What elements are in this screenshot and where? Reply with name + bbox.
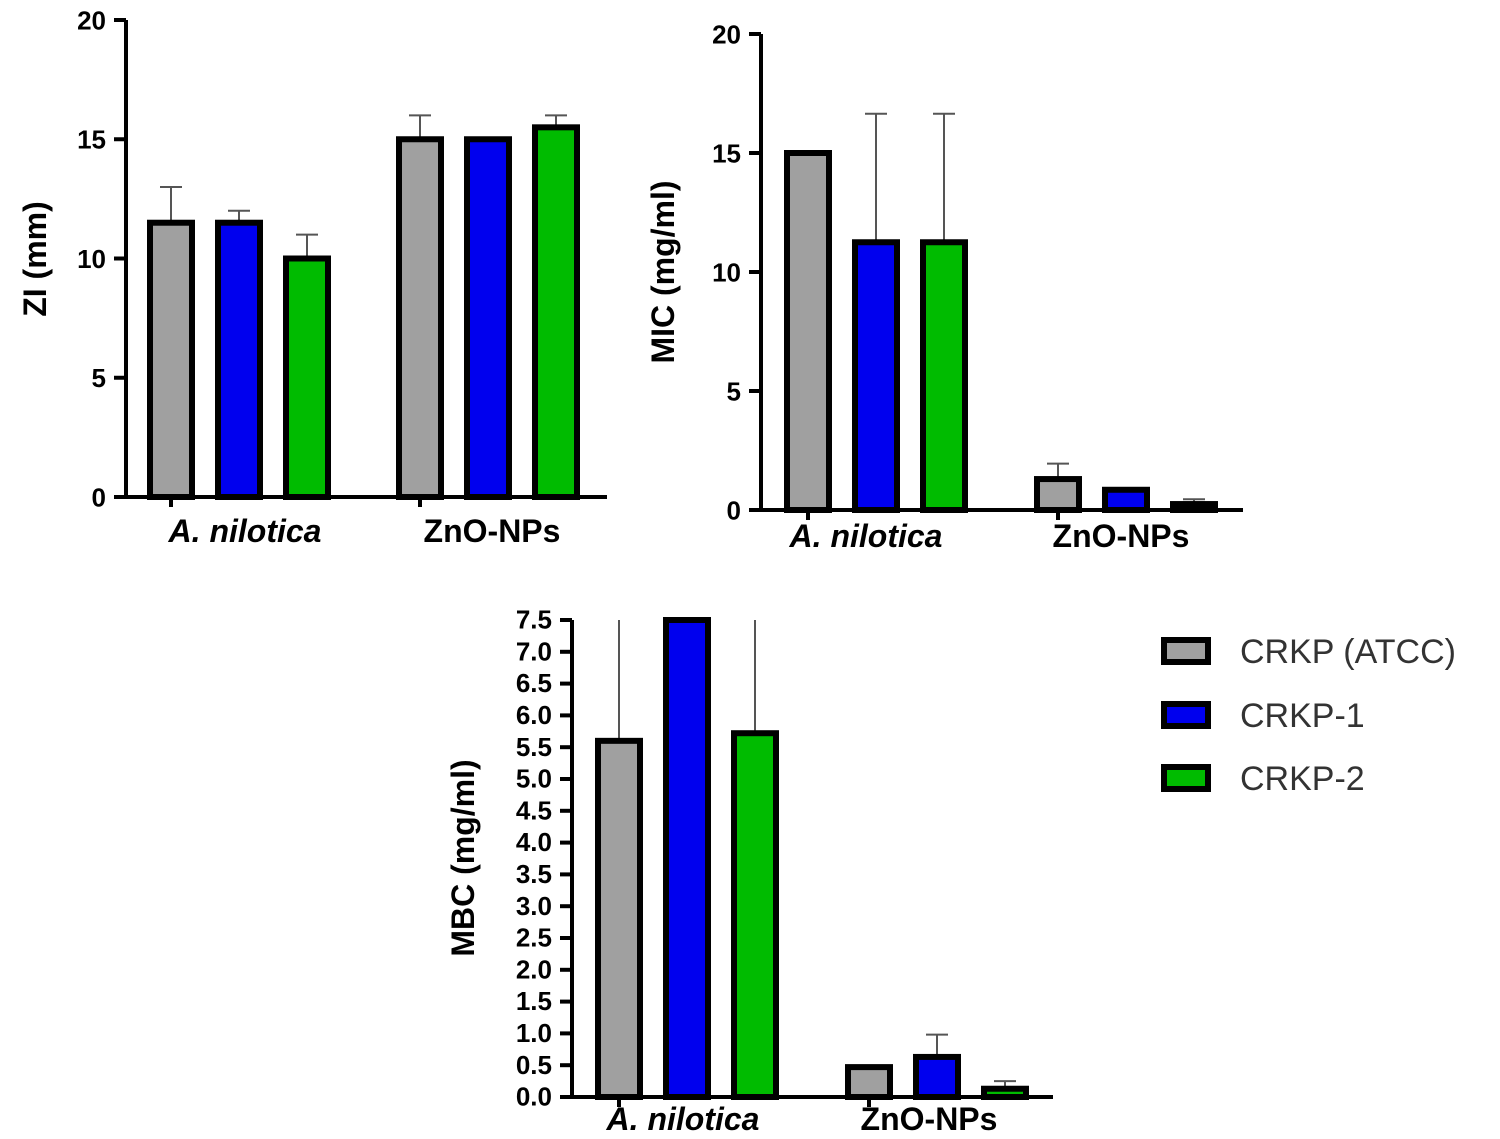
y-tick-label: 4.0 (516, 827, 552, 857)
x-tick-label-a-nilotica: A. nilotica (606, 1101, 760, 1137)
zi-chart: 0 5 10 15 20 A. nilotica ZnO-NPs ZI (mm) (17, 5, 607, 549)
bar-crkp-atcc-zno-nps (1034, 476, 1082, 513)
bar-crkp-2-a-nilotica (731, 730, 779, 1100)
y-tick-label: 2.0 (516, 954, 552, 984)
mbc-chart: 0.00.51.01.52.02.53.03.54.04.55.05.56.06… (445, 605, 1053, 1137)
legend-swatch-crkp-2 (1161, 764, 1211, 792)
y-tick-label: 5 (727, 376, 741, 406)
y-tick-label: 6.0 (516, 700, 552, 730)
y-tick-label: 15 (77, 125, 106, 155)
x-tick-label-a-nilotica: A. nilotica (789, 518, 943, 554)
y-tick-label: 0 (92, 482, 106, 512)
bar-crkp-1-a-nilotica (215, 219, 263, 500)
y-tick-label: 10 (77, 244, 106, 274)
y-axis-label: MBC (mg/ml) (445, 759, 481, 956)
y-tick-label: 4.5 (516, 795, 552, 825)
y-tick-label: 7.5 (516, 605, 552, 635)
bar-crkp-atcc-zno-nps (396, 136, 444, 500)
x-tick-label-zno-nps: ZnO-NPs (861, 1101, 998, 1137)
bar-crkp-1-zno-nps (464, 136, 512, 500)
mic-chart: 0 5 10 15 20 A. nilotica ZnO-NPs MIC (mg/ml) (645, 19, 1243, 554)
legend-label-crkp-1: CRKP-1 (1240, 697, 1365, 735)
y-tick-label: 0.0 (516, 1082, 552, 1112)
legend-label-crkp-atcc: CRKP (ATCC) (1240, 633, 1456, 671)
y-tick-label: 6.5 (516, 668, 552, 698)
bar-crkp-2-a-nilotica (920, 239, 968, 513)
x-tick-label-a-nilotica: A. nilotica (168, 513, 322, 549)
x-tick-label-zno-nps: ZnO-NPs (424, 513, 561, 549)
legend-label-crkp-2: CRKP-2 (1240, 760, 1365, 798)
y-axis-label: MIC (mg/ml) (645, 180, 681, 363)
y-tick-label: 3.5 (516, 859, 552, 889)
legend-swatch-crkp-atcc (1161, 637, 1211, 665)
y-tick-label: 20 (712, 19, 741, 49)
bar-crkp-atcc-a-nilotica (595, 737, 643, 1101)
legend-swatch-crkp-1 (1161, 701, 1211, 729)
bar-crkp-atcc-zno-nps (845, 1064, 893, 1101)
bar-crkp-2-a-nilotica (283, 255, 331, 500)
y-tick-label: 1.0 (516, 1018, 552, 1048)
y-tick-label: 15 (712, 138, 741, 168)
bar-crkp-1-zno-nps (913, 1053, 961, 1101)
y-tick-label: 3.0 (516, 891, 552, 921)
bar-crkp-1-a-nilotica (852, 239, 900, 513)
bar-crkp-1-zno-nps (1102, 486, 1150, 513)
y-tick-label: 0.5 (516, 1050, 552, 1080)
bar-crkp-2-zno-nps (532, 124, 580, 500)
y-axis-label: ZI (mm) (17, 201, 53, 317)
y-tick-label: 0 (727, 495, 741, 525)
y-tick-label: 10 (712, 257, 741, 287)
y-tick-label: 5.0 (516, 764, 552, 794)
bar-crkp-1-a-nilotica (663, 617, 711, 1100)
bar-crkp-atcc-a-nilotica (147, 219, 195, 500)
legend: CRKP (ATCC) CRKP-1 CRKP-2 (1161, 633, 1456, 798)
bar-crkp-atcc-a-nilotica (784, 150, 832, 513)
y-tick-label: 2.5 (516, 923, 552, 953)
y-tick-label: 5 (92, 363, 106, 393)
y-tick-label: 1.5 (516, 986, 552, 1016)
y-tick-label: 20 (77, 5, 106, 35)
y-tick-label: 5.5 (516, 732, 552, 762)
x-tick-label-zno-nps: ZnO-NPs (1053, 518, 1190, 554)
y-tick-label: 7.0 (516, 636, 552, 666)
